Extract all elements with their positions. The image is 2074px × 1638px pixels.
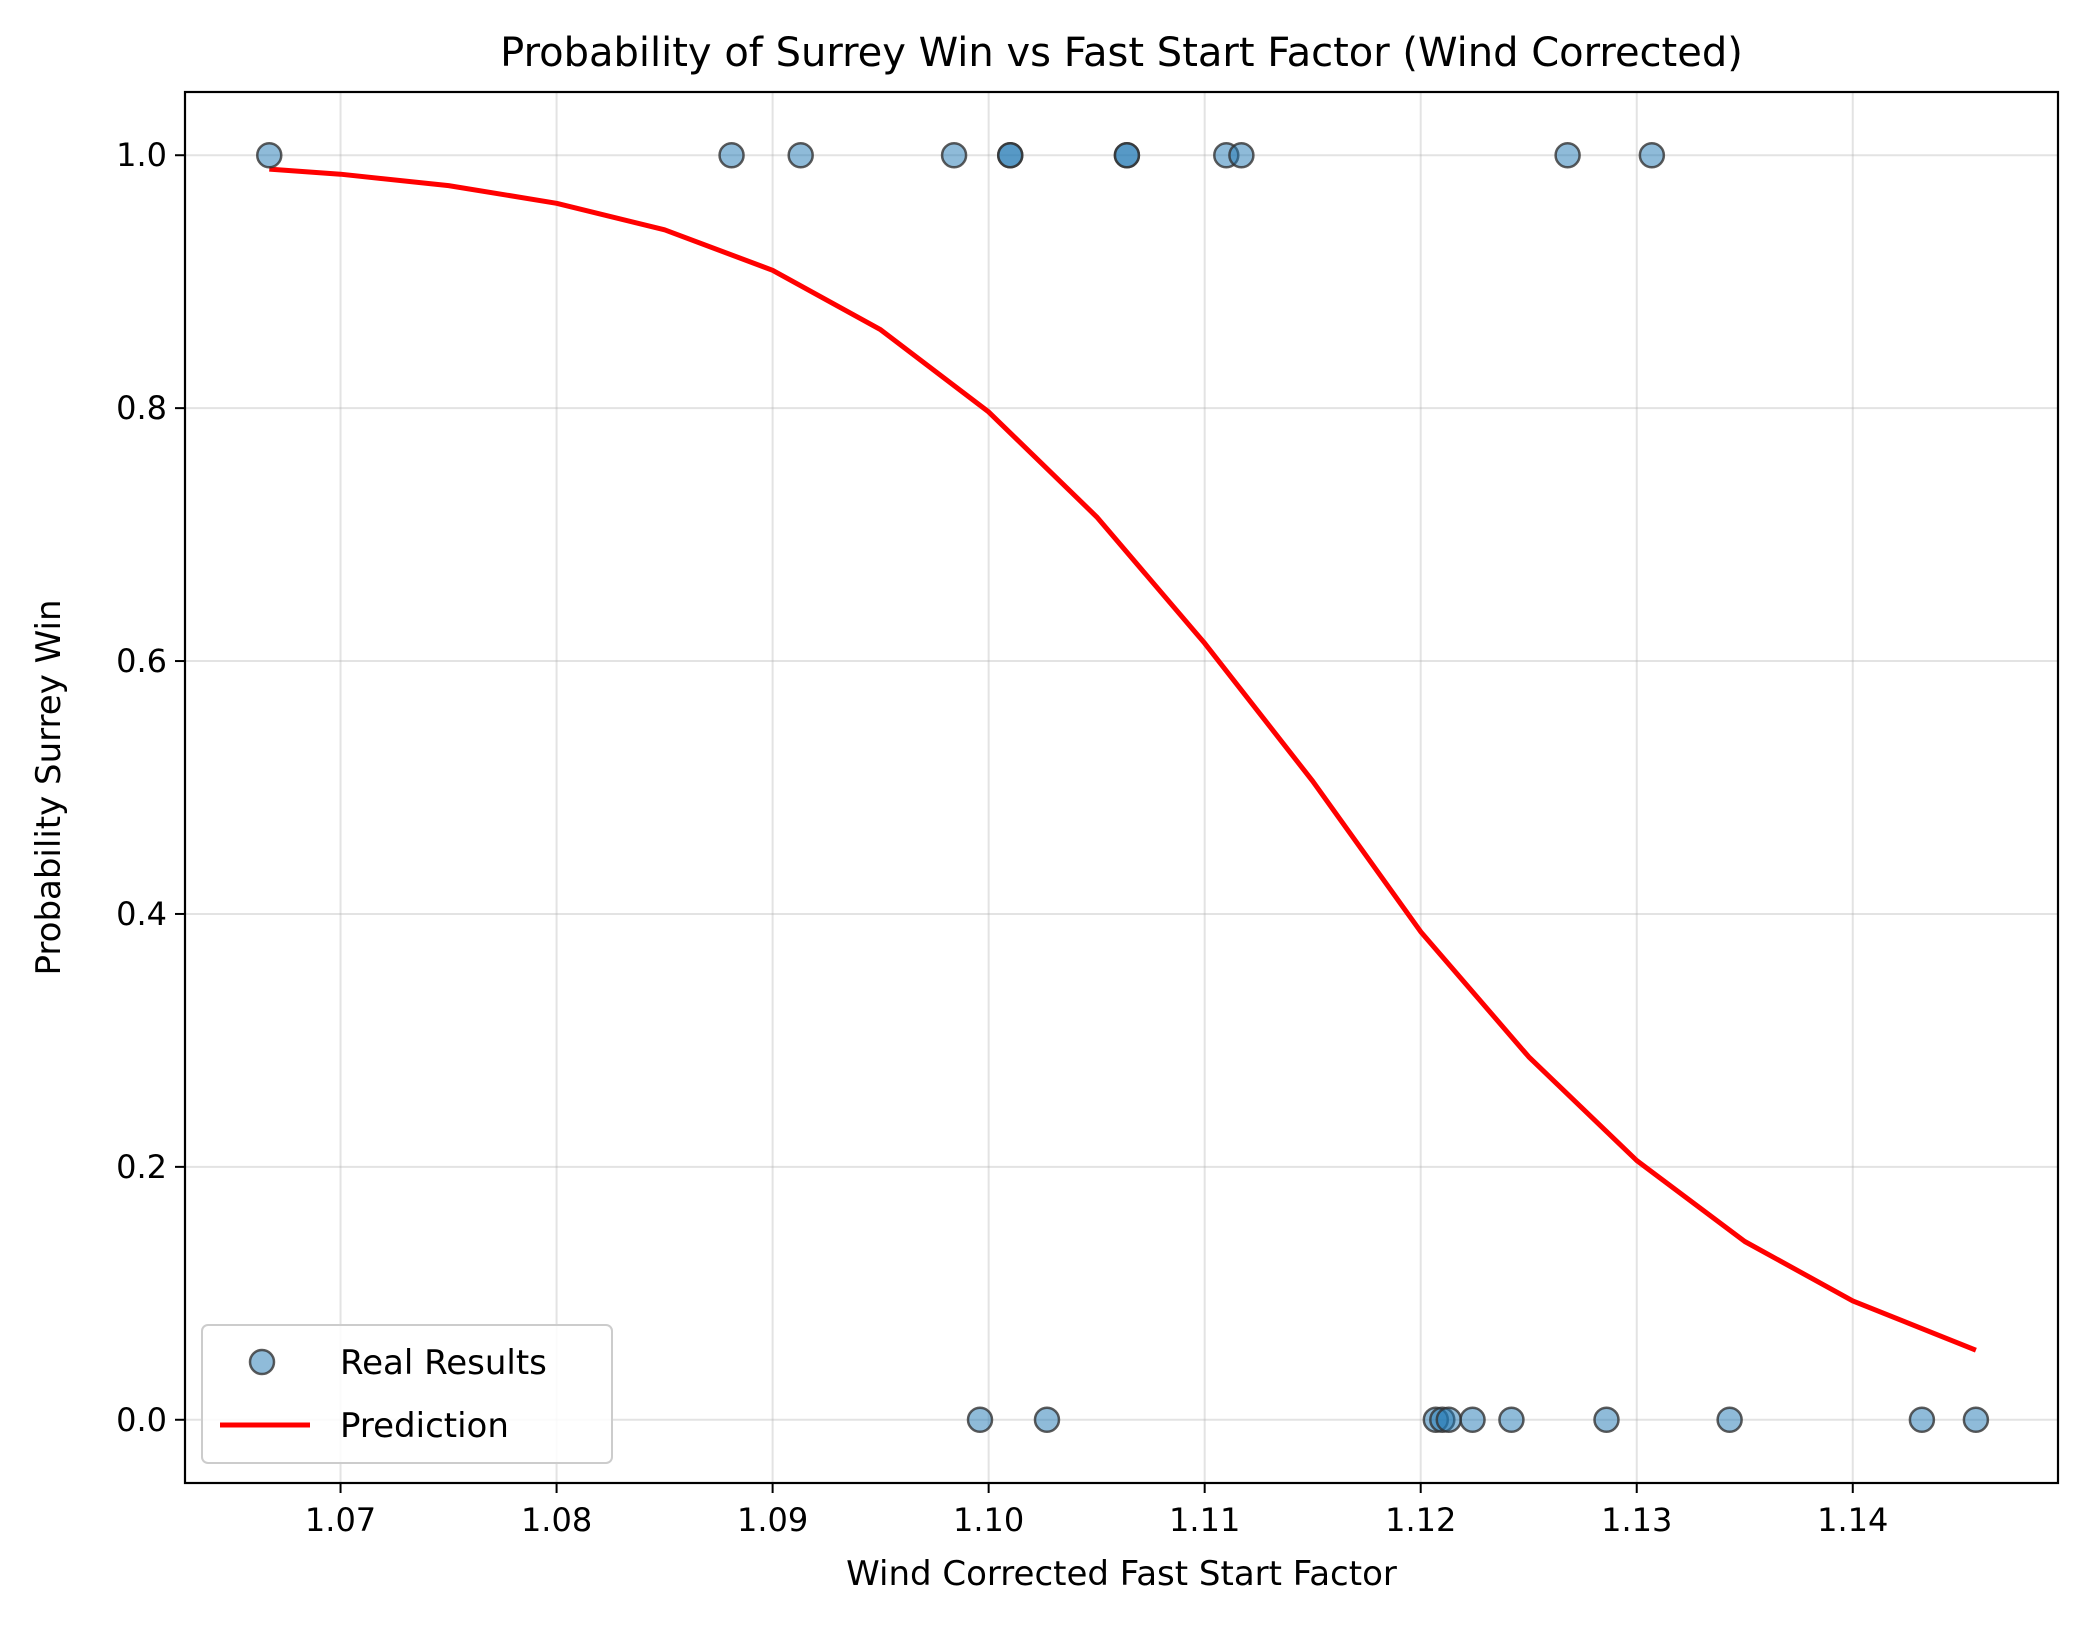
y-tick-label-3: 0.6	[116, 642, 167, 680]
data-point-7	[1113, 141, 1141, 169]
legend-box	[201, 1324, 613, 1464]
y-tick-label-4: 0.8	[116, 389, 167, 427]
legend-marker-real-results	[248, 1348, 276, 1376]
data-point-12	[966, 1406, 994, 1434]
x-tick-label-4: 1.11	[1169, 1501, 1240, 1539]
data-point-0	[256, 141, 283, 169]
x-tick-label-5: 1.12	[1385, 1501, 1456, 1539]
data-point-3	[940, 141, 968, 169]
prediction-line	[269, 166, 1977, 1353]
data-point-21	[1908, 1406, 1936, 1434]
data-point-20	[1716, 1406, 1743, 1434]
chart-title: Probability of Surrey Win vs Fast Start …	[500, 30, 1743, 76]
legend-label-prediction: Prediction	[340, 1406, 509, 1446]
y-tick-label-1: 0.2	[116, 1148, 167, 1186]
legend: Real Results Prediction	[201, 1324, 613, 1464]
legend-label-real-results: Real Results	[340, 1343, 547, 1383]
data-point-18	[1498, 1406, 1525, 1434]
data-point-17	[1459, 1406, 1486, 1434]
y-axis-ticks: 0.0 0.2 0.4 0.6 0.8 1.0	[116, 136, 185, 1439]
data-point-16	[1435, 1406, 1463, 1434]
x-tick-label-3: 1.10	[953, 1501, 1024, 1539]
data-point-2	[787, 141, 814, 169]
y-axis-label: Probability Surrey Win	[29, 600, 69, 976]
prediction-series	[269, 166, 1977, 1353]
x-tick-label-2: 1.09	[737, 1501, 808, 1539]
y-tick-label-0: 0.0	[116, 1401, 167, 1439]
x-tick-label-7: 1.14	[1817, 1501, 1888, 1539]
data-point-19	[1593, 1406, 1620, 1434]
data-point-5	[996, 141, 1024, 169]
x-axis-ticks: 1.07 1.08 1.09 1.10 1.11 1.12 1.13 1.14	[305, 1483, 1888, 1539]
data-point-9	[1228, 141, 1255, 169]
x-axis-label: Wind Corrected Fast Start Factor	[846, 1554, 1397, 1594]
data-point-11	[1638, 141, 1666, 169]
data-point-10	[1554, 141, 1581, 169]
plot-frame	[183, 90, 2060, 1485]
data-point-22	[1962, 1406, 1990, 1434]
data-point-13	[1033, 1406, 1061, 1434]
x-tick-label-1: 1.08	[521, 1501, 592, 1539]
real-results-series	[256, 141, 1990, 1434]
x-tick-label-0: 1.07	[305, 1501, 376, 1539]
data-point-1	[718, 141, 745, 169]
y-tick-label-5: 1.0	[116, 136, 167, 174]
x-tick-label-6: 1.13	[1601, 1501, 1672, 1539]
y-tick-label-2: 0.4	[116, 895, 167, 933]
